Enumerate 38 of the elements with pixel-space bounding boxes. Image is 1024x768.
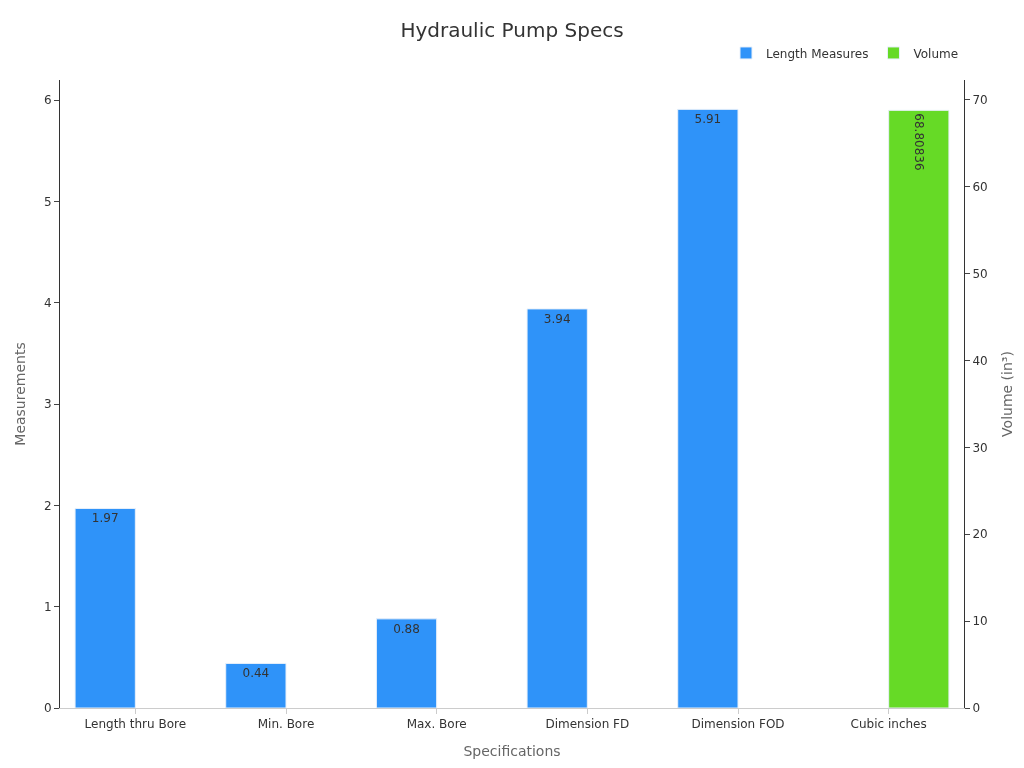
data-label: 3.94 (543, 311, 571, 326)
bar (526, 308, 588, 708)
data-label: 68.80836 (911, 113, 926, 171)
data-label: 1.97 (91, 511, 119, 526)
legend-label: Length Measures (766, 46, 869, 61)
y-tick-label: 1 (43, 599, 52, 614)
y-axis-title: Measurements (11, 342, 28, 446)
legend-label: Volume (913, 46, 959, 61)
y2-tick-label: 50 (972, 266, 988, 281)
y2-tick-label: 0 (972, 701, 981, 716)
bar (225, 662, 287, 708)
y2-axis-title: Volume (in³) (998, 351, 1015, 437)
bar (375, 618, 438, 708)
y2-tick-label: 20 (972, 527, 988, 542)
y2-tick-label: 60 (972, 180, 988, 195)
x-tick-label: Cubic inches (850, 717, 927, 732)
data-label: 0.88 (393, 621, 420, 636)
y-tick-label: 2 (43, 498, 52, 513)
y-tick-label: 6 (43, 93, 52, 108)
y2-tick-label: 10 (972, 614, 988, 629)
x-tick-label: Dimension FD (545, 717, 630, 732)
y-tick-label: 4 (43, 296, 52, 311)
data-label: 5.91 (694, 112, 722, 127)
x-tick-label: Dimension FOD (691, 717, 785, 732)
y-tick-label: 0 (43, 701, 52, 716)
y-tick-label: 5 (43, 194, 52, 209)
y2-tick-label: 40 (972, 353, 988, 368)
bar (677, 108, 739, 708)
x-tick-label: Length thru Bore (84, 717, 187, 732)
y2-tick-label: 30 (972, 440, 988, 455)
chart-title: Hydraulic Pump Specs (400, 18, 624, 43)
data-label: 0.44 (242, 666, 270, 681)
y2-tick-label: 70 (972, 93, 988, 108)
x-axis-title: Specifications (463, 742, 561, 759)
bar (74, 507, 136, 708)
y-tick-label: 3 (43, 397, 52, 412)
x-tick-label: Max. Bore (406, 717, 467, 732)
x-tick-label: Min. Bore (257, 717, 315, 732)
